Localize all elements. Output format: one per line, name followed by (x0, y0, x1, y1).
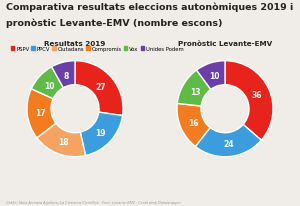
Wedge shape (196, 61, 225, 90)
Text: Gràfic: Idoia Arreaza Aguilera- La Comarca Científica · Font: Levante-EMV · Crea: Gràfic: Idoia Arreaza Aguilera- La Comar… (6, 200, 181, 204)
Text: 36: 36 (251, 90, 262, 99)
Wedge shape (195, 125, 261, 157)
Wedge shape (75, 61, 123, 116)
Text: 16: 16 (188, 118, 198, 127)
Text: 17: 17 (35, 109, 46, 117)
Wedge shape (27, 89, 56, 138)
Wedge shape (80, 113, 122, 156)
Title: Pronòstic Levante-EMV: Pronòstic Levante-EMV (178, 40, 272, 46)
Wedge shape (31, 67, 63, 99)
Text: pronòstic Levante-EMV (nombre escons): pronòstic Levante-EMV (nombre escons) (6, 19, 223, 28)
Wedge shape (225, 61, 273, 140)
Title: Resultats 2019: Resultats 2019 (44, 40, 106, 46)
Text: 10: 10 (44, 81, 55, 90)
Wedge shape (52, 61, 75, 88)
Wedge shape (177, 71, 211, 107)
Text: 8: 8 (64, 71, 69, 80)
Legend: PSPV, PPCV, Ciutadans, Compromís, Vox, Unides Podem: PSPV, PPCV, Ciutadans, Compromís, Vox, U… (9, 44, 186, 54)
Text: 13: 13 (190, 88, 200, 96)
Text: Comparativa resultats eleccions autonòmiques 2019 i: Comparativa resultats eleccions autonòmi… (6, 2, 293, 12)
Text: 19: 19 (95, 128, 106, 137)
Wedge shape (37, 124, 86, 157)
Text: 24: 24 (223, 139, 233, 148)
Wedge shape (177, 104, 210, 147)
Text: 10: 10 (209, 72, 220, 81)
Text: 27: 27 (96, 82, 106, 91)
Text: 18: 18 (58, 137, 68, 146)
